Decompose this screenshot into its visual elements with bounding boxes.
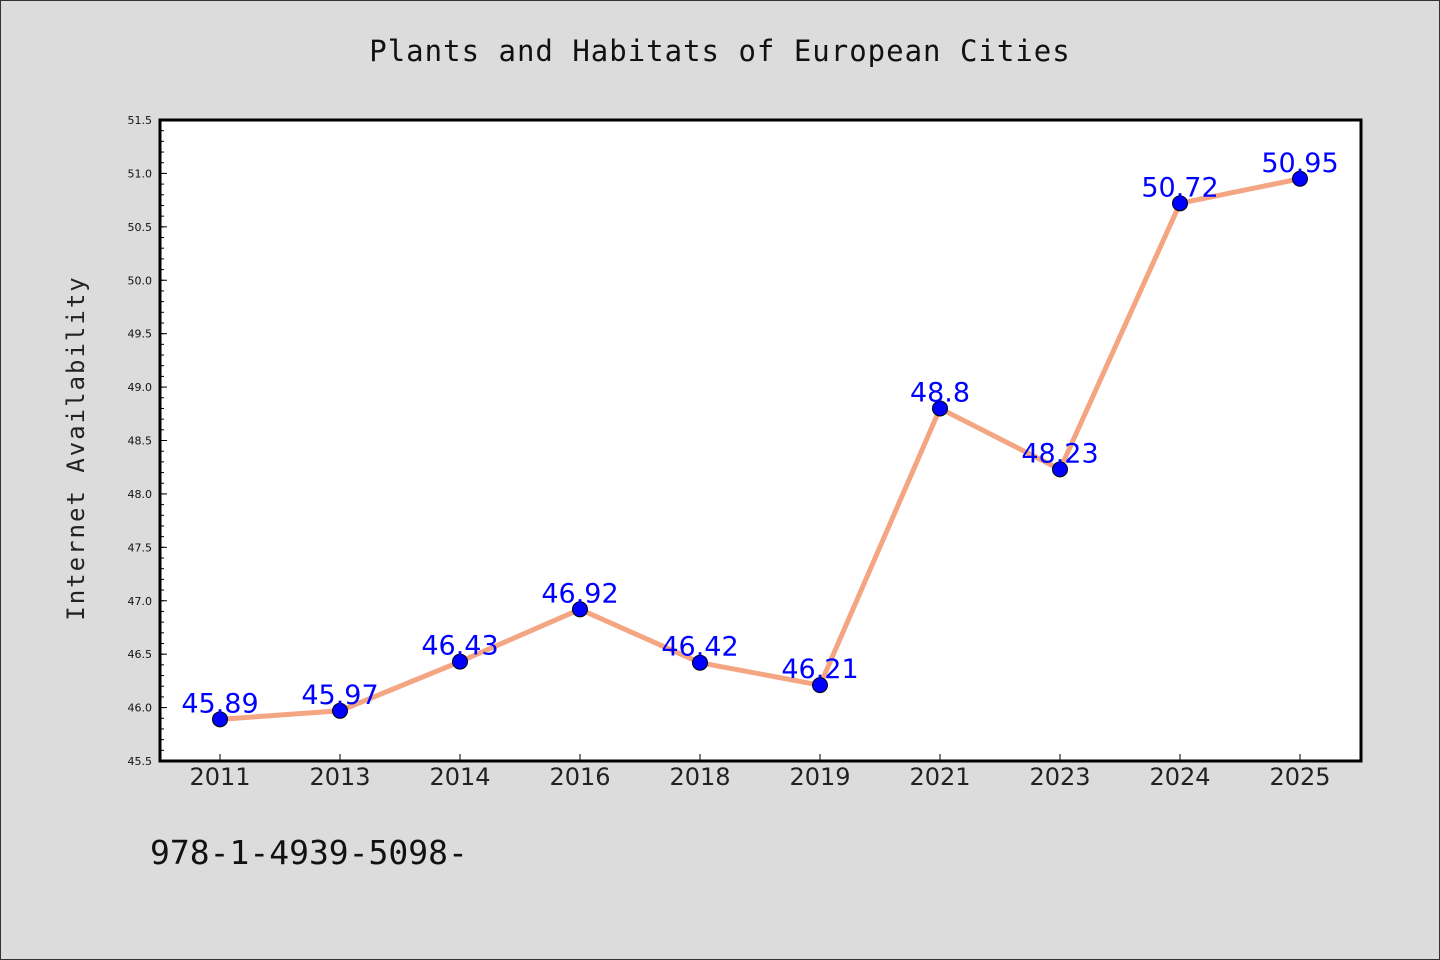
data-label: 48.8: [910, 377, 970, 408]
data-point: [692, 654, 708, 671]
isbn-code: 978-1-4939-5098-: [150, 833, 468, 872]
data-label: 46.42: [661, 632, 738, 663]
x-tick-label: 2025: [1269, 763, 1330, 791]
y-tick-label: 49.0: [128, 381, 153, 394]
x-tick-label: 2021: [909, 763, 970, 791]
chart-title: Plants and Habitats of European Cities: [369, 34, 1071, 68]
y-tick-label: 45.5: [128, 755, 153, 768]
y-tick-label: 50.5: [128, 221, 153, 234]
x-tick-label: 2014: [429, 763, 490, 791]
data-point: [1052, 461, 1068, 478]
y-axis: 45.5 46.0 46.5 47.0 47.5 48.0 48.5 49.0 49.5 50.0…: [128, 114, 167, 768]
data-label: 45.97: [301, 680, 378, 711]
x-axis: 2011 2013 2014 2016 2018 2019 2021 2023 2024 2025: [189, 754, 1331, 791]
x-tick-label: 2011: [189, 763, 250, 791]
x-tick-label: 2013: [309, 763, 370, 791]
data-label: 50.72: [1141, 172, 1218, 203]
data-point: [572, 601, 588, 618]
data-label: 45.89: [181, 688, 258, 719]
data-point: [1172, 195, 1188, 212]
y-tick-label: 50.0: [128, 274, 153, 287]
data-point: [332, 702, 348, 719]
data-label: 48.23: [1021, 438, 1098, 469]
x-tick-label: 2019: [789, 763, 850, 791]
data-point: [932, 400, 948, 417]
markers: [212, 170, 1308, 728]
x-tick-label: 2016: [549, 763, 610, 791]
data-point: [1292, 170, 1308, 187]
series-line: [217, 176, 1303, 722]
data-label: 46.43: [421, 631, 498, 662]
x-tick-label: 2024: [1149, 763, 1210, 791]
y-tick-label: 46.5: [128, 648, 153, 661]
data-point: [812, 677, 828, 694]
y-tick-label: 47.5: [128, 541, 153, 554]
x-tick-label: 2023: [1029, 763, 1090, 791]
x-tick-label: 2018: [669, 763, 730, 791]
plot-area: [158, 118, 1363, 763]
y-tick-label: 48.0: [128, 488, 153, 501]
y-tick-label: 47.0: [128, 595, 153, 608]
data-label: 46.21: [781, 654, 858, 685]
data-point: [212, 711, 228, 728]
data-label: 50.95: [1261, 148, 1338, 179]
y-tick-label: 51.0: [128, 167, 153, 180]
y-tick-label: 49.5: [128, 328, 153, 341]
data-labels: 45.89 45.97 46.43 46.92 46.42 46.21 48.8 48.23 5…: [181, 148, 1338, 720]
y-tick-label: 48.5: [128, 435, 153, 448]
y-tick-label: 51.5: [128, 114, 153, 127]
data-point: [452, 653, 468, 670]
y-tick-label: 46.0: [128, 702, 153, 715]
data-label: 46.92: [541, 578, 618, 609]
